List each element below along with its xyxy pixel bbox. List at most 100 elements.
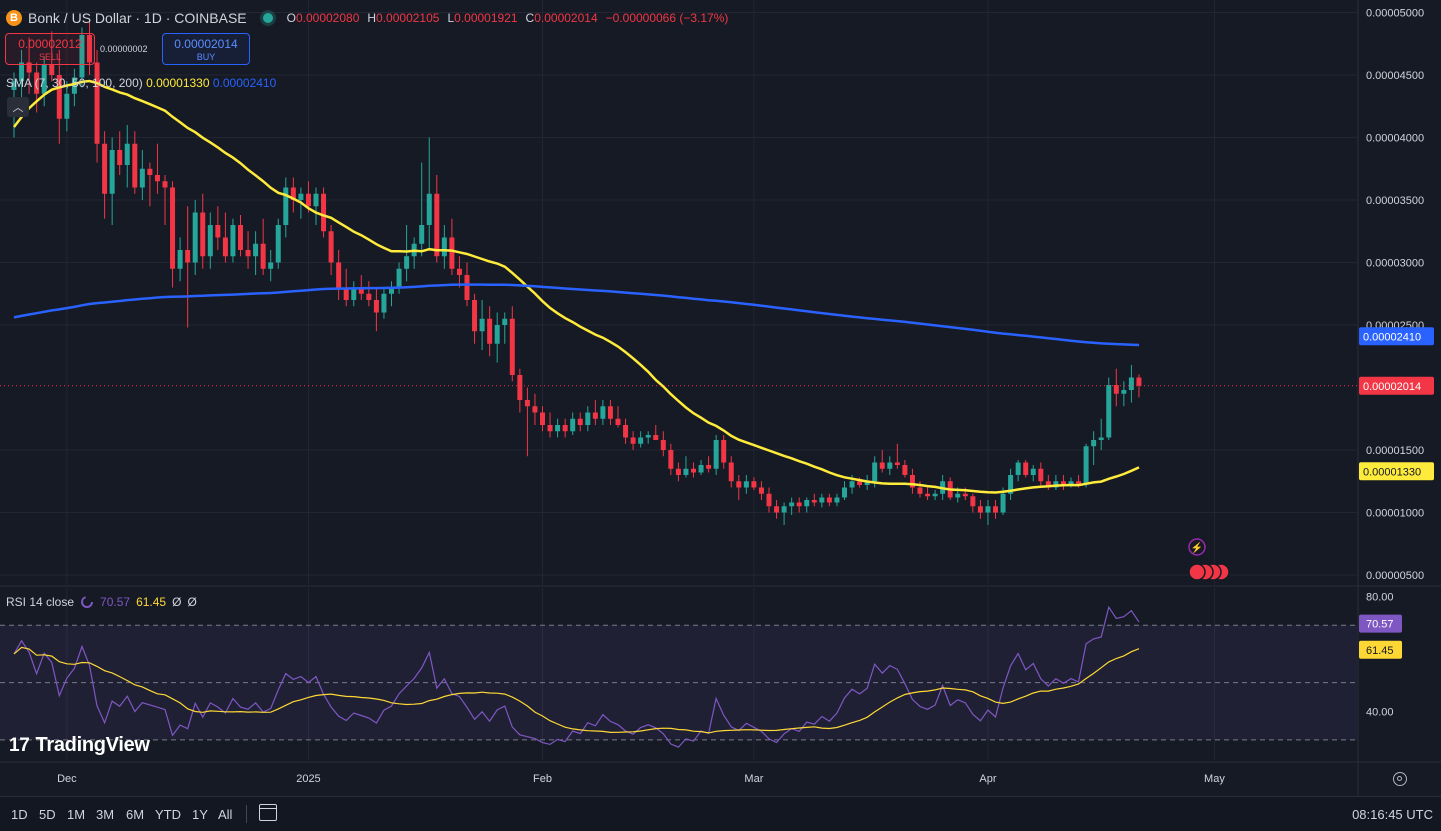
price-tick-label: 0.00004500 bbox=[1366, 70, 1424, 82]
range-1d-button[interactable]: 1D bbox=[11, 807, 28, 822]
symbol-title[interactable]: Bonk / US Dollar · 1D · COINBASE bbox=[28, 10, 247, 26]
candle-body bbox=[275, 225, 281, 263]
candle-body bbox=[404, 256, 410, 269]
candle-body bbox=[1136, 377, 1142, 386]
last-price-tag-bg bbox=[1359, 376, 1434, 395]
candle-body bbox=[49, 65, 55, 75]
settings-gear-icon[interactable] bbox=[1393, 772, 1407, 786]
candle-body bbox=[630, 437, 636, 444]
candle-body bbox=[238, 225, 243, 250]
candle-body bbox=[607, 406, 613, 419]
candle-body bbox=[1038, 468, 1044, 482]
rsi-legend-empty-2: Ø bbox=[187, 595, 197, 609]
candle-body bbox=[577, 418, 583, 425]
candle-body bbox=[177, 250, 183, 269]
candle-body bbox=[230, 225, 236, 257]
last-price-tag: 0.00002014 bbox=[1363, 381, 1421, 393]
candle-body bbox=[456, 268, 462, 275]
rsi-legend[interactable]: RSI 14 close 70.57 61.45 Ø Ø bbox=[6, 595, 197, 609]
candle-body bbox=[396, 268, 402, 288]
candle-body bbox=[389, 287, 394, 294]
candle-body bbox=[834, 497, 840, 503]
candle-body bbox=[600, 406, 606, 419]
candle-body bbox=[758, 487, 764, 494]
range-1m-button[interactable]: 1M bbox=[67, 807, 86, 822]
tradingview-logo-text: TradingView bbox=[35, 734, 150, 756]
sma-slow-line bbox=[13, 283, 1140, 347]
range-5d-button[interactable]: 5D bbox=[39, 807, 56, 822]
us-flag-event-icon bbox=[1188, 563, 1206, 581]
candle-body bbox=[766, 493, 772, 507]
range-all-button[interactable]: All bbox=[218, 807, 233, 822]
sell-button[interactable]: 0.00002012 SELL bbox=[5, 33, 95, 65]
candle-body bbox=[426, 193, 432, 225]
time-tick-label: Mar bbox=[744, 773, 763, 785]
sma-legend[interactable]: SMA (7, 30, 50, 100, 200) 0.00001330 0.0… bbox=[6, 76, 276, 90]
candle-body bbox=[1121, 390, 1127, 394]
lightning-event-icon bbox=[1188, 538, 1206, 556]
price-tick-label: 0.00001000 bbox=[1366, 508, 1424, 520]
candle-body bbox=[1060, 481, 1066, 485]
tradingview-logo[interactable]: 17 TradingView bbox=[9, 734, 150, 757]
price-tick-label: 0.00000500 bbox=[1366, 570, 1424, 582]
sma-legend-value-2: 0.00002410 bbox=[212, 76, 277, 90]
candle-body bbox=[64, 93, 70, 119]
candle-body bbox=[985, 506, 991, 513]
range-6m-button[interactable]: 6M bbox=[126, 807, 145, 822]
price-tick-label: 0.00001500 bbox=[1366, 445, 1424, 457]
candle-body bbox=[789, 502, 795, 507]
candle-body bbox=[894, 462, 900, 465]
candle-body bbox=[713, 440, 719, 469]
sma-slow-price-tag: 0.00002410 bbox=[1363, 331, 1421, 343]
candle-body bbox=[222, 237, 228, 257]
candle-body bbox=[706, 465, 712, 469]
range-ytd-button[interactable]: YTD bbox=[155, 807, 181, 822]
candle-body bbox=[79, 35, 85, 78]
candle-body bbox=[328, 231, 334, 263]
candle-body bbox=[1098, 437, 1104, 440]
clock-time[interactable]: 08:16:45 UTC bbox=[1352, 807, 1433, 822]
candle-body bbox=[811, 500, 817, 503]
candle-body bbox=[154, 175, 160, 182]
sma-fast-price-tag: 0.00001330 bbox=[1363, 466, 1421, 478]
candle-body bbox=[192, 212, 198, 263]
candle-body bbox=[902, 465, 908, 475]
candle-body bbox=[71, 77, 77, 94]
calendar-icon[interactable] bbox=[259, 804, 277, 821]
candle-body bbox=[124, 143, 130, 165]
rsi-legend-value: 70.57 bbox=[100, 595, 131, 609]
chart-canvas[interactable]: 0.00005000 0.00004500 0.00004000 0.00003500… bbox=[0, 0, 1441, 796]
candle-body bbox=[494, 325, 500, 344]
price-tick-label: 0.00005000 bbox=[1366, 8, 1424, 20]
candle-body bbox=[509, 318, 515, 375]
collapse-legend-button[interactable]: ︿ bbox=[7, 97, 29, 117]
candle-body bbox=[683, 468, 689, 475]
sell-label: SELL bbox=[38, 52, 62, 62]
ohlc-change: −0.00000066 (−3.17%) bbox=[605, 11, 729, 25]
range-1y-button[interactable]: 1Y bbox=[192, 807, 208, 822]
candle-body bbox=[962, 493, 968, 497]
candle-body bbox=[1023, 462, 1029, 475]
price-tick-label: 0.00003000 bbox=[1366, 258, 1424, 270]
candle-body bbox=[434, 193, 440, 257]
candle-body bbox=[955, 493, 961, 498]
candle-body bbox=[728, 462, 734, 482]
candle-body bbox=[94, 62, 100, 144]
candle-body bbox=[970, 496, 976, 507]
candle-body bbox=[245, 250, 251, 257]
range-3m-button[interactable]: 3M bbox=[96, 807, 115, 822]
candle-body bbox=[34, 72, 40, 94]
candle-body bbox=[170, 187, 176, 269]
chart-header: B Bonk / US Dollar · 1D · COINBASE O0.00… bbox=[6, 9, 730, 27]
candle-body bbox=[879, 462, 885, 469]
candle-body bbox=[1076, 481, 1082, 484]
bottom-toolbar: 1D 5D 1M 3M 6M YTD 1Y All 08:16:45 UTC bbox=[0, 796, 1441, 831]
candle-body bbox=[472, 300, 478, 332]
candle-body bbox=[147, 168, 153, 175]
candle-body bbox=[857, 481, 863, 485]
rsi-legend-name: RSI 14 close bbox=[6, 595, 75, 609]
loading-icon bbox=[81, 596, 94, 608]
candle-body bbox=[373, 300, 379, 313]
candle-body bbox=[977, 506, 983, 513]
buy-button[interactable]: 0.00002014 BUY bbox=[162, 33, 250, 65]
